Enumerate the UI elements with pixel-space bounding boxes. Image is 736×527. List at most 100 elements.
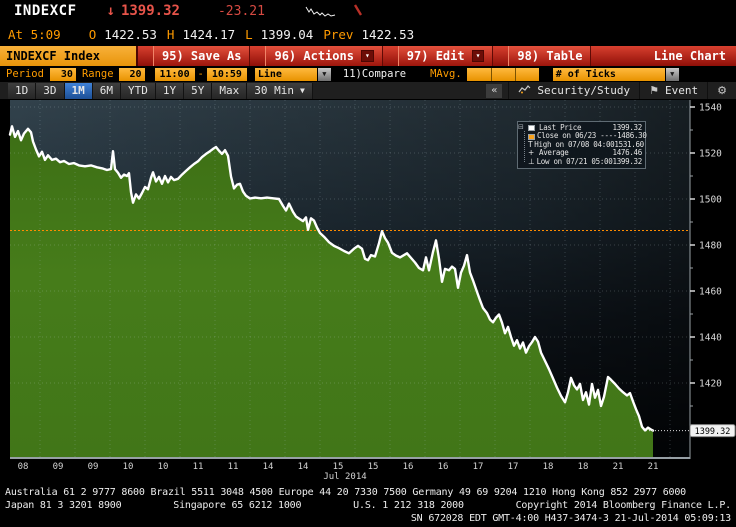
legend-value: 1531.60 <box>614 139 644 149</box>
legend-label: Low on 07/21 05:00 <box>536 156 613 166</box>
menu-button-95-save-as[interactable]: 95) Save As <box>153 46 251 66</box>
x-axis-tick-label: 18 <box>577 462 589 472</box>
legend-label: Average <box>539 148 569 158</box>
interval-button-max[interactable]: Max <box>212 82 248 99</box>
range-input[interactable]: 20 <box>118 67 145 81</box>
y-axis-ticks <box>690 106 695 407</box>
menu-button-97-edit[interactable]: 97) Edit ▾ <box>397 46 494 66</box>
legend-row-last-price: Last Price 1399.32 <box>521 123 642 132</box>
time-to-input[interactable]: 10:59 <box>206 67 247 81</box>
security-study-button[interactable]: Security/Study <box>508 82 639 99</box>
x-axis-tick-label: 16 <box>437 462 449 472</box>
interval-button-1m[interactable]: 1M <box>64 82 93 99</box>
gear-icon: ⚙ <box>717 84 727 97</box>
last-price-badge: 1399.32 <box>689 424 736 438</box>
high-value: 1424.17 <box>182 26 236 42</box>
mavg-label: MAvg. <box>430 68 462 80</box>
horizontal-gridlines <box>10 106 690 384</box>
chart-legend[interactable]: ⊟ Last Price 1399.32 Close on 06/23 ---- 14… <box>517 121 647 169</box>
settings-button[interactable]: ⚙ <box>707 82 736 99</box>
last-price: 1399.32 <box>120 3 180 19</box>
footer-line3: SN 672028 EDT GMT-4:00 H437-3474-3 21-Ju… <box>410 513 731 524</box>
x-axis-tick-label: 17 <box>507 462 519 472</box>
sparkline-icon <box>305 3 339 19</box>
ticks-dropdown[interactable]: # of Ticks ▼ <box>552 67 679 81</box>
x-axis-tick-label: 18 <box>542 462 554 472</box>
x-axis-tick-label: 17 <box>472 462 484 472</box>
chevron-down-icon[interactable]: ▼ <box>317 67 331 81</box>
x-axis: Jul 2014 08 09 09 10 10 11 11 14 14 15 15 16 16 17 17 1… <box>0 460 736 484</box>
flag-icon: ⚑ <box>649 84 659 97</box>
footer-segment: Japan 81 3 3201 8900 <box>5 500 122 511</box>
interval-button-30-min[interactable]: 30 Min ▼ <box>247 82 313 99</box>
x-axis-tick-label: 09 <box>52 462 64 472</box>
interval-button-label: 1M <box>71 84 85 97</box>
close-swatch-icon <box>528 133 535 140</box>
svg-text:1480: 1480 <box>699 241 722 252</box>
security-study-label: Security/Study <box>537 84 631 97</box>
menu-button-96-actions[interactable]: 96) Actions ▾ <box>265 46 383 66</box>
svg-text:1500: 1500 <box>699 195 722 206</box>
footer-line1: Australia 61 2 9777 8600 Brazil 5511 304… <box>5 487 686 498</box>
time-from-input[interactable]: 11:00 <box>154 67 195 81</box>
menu-button-98-table[interactable]: 98) Table <box>508 46 592 66</box>
low-marker-icon: ⊥ <box>528 156 535 166</box>
legend-row-close-on-06-23: Close on 06/23 ---- 1486.30 <box>521 131 647 141</box>
collapse-panel-button[interactable]: « <box>486 83 503 98</box>
interval-button-label: 5Y <box>191 84 205 97</box>
low-value: 1399.04 <box>260 26 314 42</box>
interval-button-label: YTD <box>128 84 148 97</box>
ticker-row: INDEXCF ↓ 1399.32 -23.21 <box>0 0 736 22</box>
menu-button-label: 95) Save As <box>162 49 242 63</box>
interval-button-1d[interactable]: 1D <box>8 82 37 99</box>
event-button[interactable]: ⚑ Event <box>639 82 707 99</box>
toolbar-right: « Security/Study ⚑ Event ⚙ <box>486 82 736 99</box>
x-axis-tick-label: 14 <box>297 462 309 472</box>
chart-type-dropdown[interactable]: Line ▼ <box>254 67 331 81</box>
x-axis-tick-label: 21 <box>612 462 624 472</box>
mavg-input-1[interactable] <box>466 67 491 81</box>
chart-type-value[interactable]: Line <box>254 67 317 81</box>
ticks-dropdown-value[interactable]: # of Ticks <box>552 67 665 81</box>
x-axis-tick-label: 14 <box>262 462 274 472</box>
interval-button-3d[interactable]: 3D <box>36 82 65 99</box>
x-axis-tick-label: 16 <box>402 462 414 472</box>
interval-button-ytd[interactable]: YTD <box>121 82 156 99</box>
legend-label: Close on 06/23 ---- <box>537 131 618 141</box>
price-line <box>8 125 655 432</box>
svg-text:1440: 1440 <box>699 333 722 344</box>
x-axis-tick-label: 08 <box>17 462 29 472</box>
interval-button-6m[interactable]: 6M <box>92 82 121 99</box>
mavg-input-3[interactable] <box>514 67 539 81</box>
menubar: INDEXCF Index 95) Save As 96) Actions ▾ 97)… <box>0 46 736 66</box>
mavg-fields <box>466 67 539 81</box>
ticker-symbol: INDEXCF <box>14 3 77 19</box>
interval-button-label: 1Y <box>162 84 177 97</box>
chart-mode-label: Line Chart <box>653 49 726 63</box>
x-axis-tick-label: 10 <box>122 462 134 472</box>
footer-segment: Copyright 2014 Bloomberg Finance L.P. <box>515 500 732 511</box>
mavg-input-2[interactable] <box>490 67 515 81</box>
chevron-down-icon[interactable]: ▼ <box>300 86 305 95</box>
period-input[interactable]: 30 <box>49 67 76 81</box>
last-price-group: ↓ 1399.32 <box>107 3 180 19</box>
dropdown-arrow-icon[interactable]: ▾ <box>471 50 485 62</box>
interval-button-label: 6M <box>99 84 113 97</box>
prev-value: 1422.53 <box>361 26 415 42</box>
legend-label: Last Price <box>539 123 582 132</box>
high-label: H <box>166 26 175 42</box>
legend-expander-icon[interactable]: ⊟ <box>518 123 524 131</box>
interval-button-5y[interactable]: 5Y <box>184 82 213 99</box>
interval-button-1y[interactable]: 1Y <box>155 82 185 99</box>
security-name-box[interactable]: INDEXCF Index <box>0 46 138 66</box>
event-label: Event <box>665 84 699 97</box>
menu-button-label: 97) Edit <box>406 49 465 63</box>
interval-toolbar: 1D 3D 1M 6M YTD 1Y 5Y Max 30 Min ▼ « Security/Stu… <box>0 82 736 100</box>
chevron-down-icon[interactable]: ▼ <box>665 67 679 81</box>
compare-button[interactable]: 11)Compare <box>342 68 407 80</box>
legend-row-average: + Average 1476.46 <box>521 148 642 158</box>
legend-label: High on 07/08 04:00 <box>534 139 615 149</box>
dropdown-arrow-icon[interactable]: ▾ <box>360 50 374 62</box>
menu-button-label: 96) Actions <box>274 49 354 63</box>
price-chart[interactable]: 1540 1520 1500 1480 1460 1440 1420 1399.32 ⊟ L… <box>0 100 736 460</box>
